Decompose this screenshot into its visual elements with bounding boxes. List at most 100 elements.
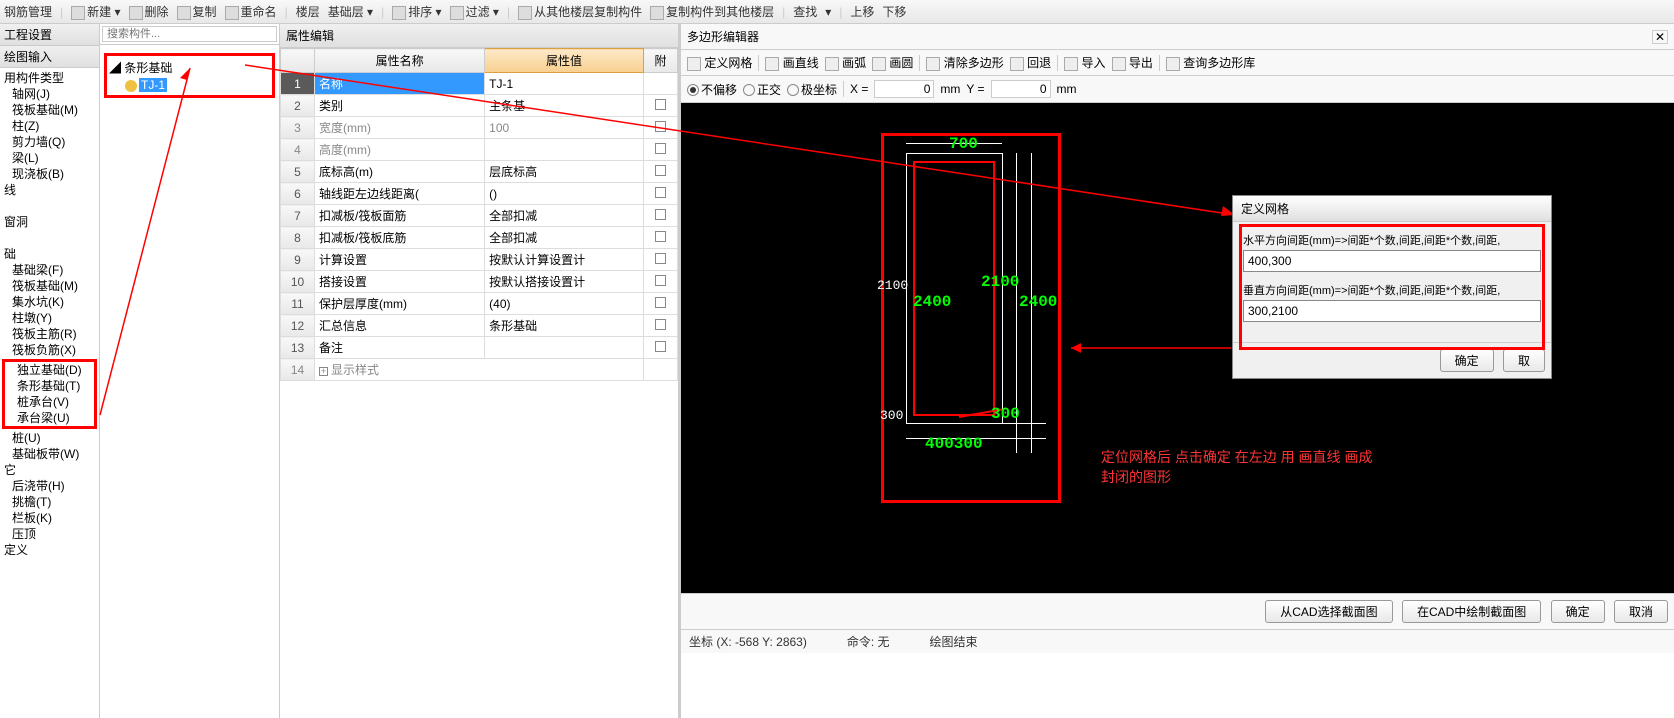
checkbox-icon[interactable] bbox=[655, 165, 666, 176]
tree-group[interactable]: 线 bbox=[2, 182, 97, 198]
rename-btn[interactable]: 重命名 bbox=[225, 3, 277, 20]
tree-item[interactable]: 现浇板(B) bbox=[2, 166, 97, 182]
down-btn[interactable]: 下移 bbox=[882, 3, 906, 20]
proj-settings-header[interactable]: 工程设置 bbox=[0, 24, 99, 46]
tree-item[interactable]: 筏板主筋(R) bbox=[2, 326, 97, 342]
prop-value[interactable]: 条形基础 bbox=[485, 315, 644, 337]
tree-item[interactable]: 压顶 bbox=[2, 526, 97, 542]
checkbox-icon[interactable] bbox=[655, 99, 666, 110]
table-row[interactable]: 9 计算设置 按默认计算设置计 bbox=[281, 249, 678, 271]
ok-button[interactable]: 确定 bbox=[1551, 600, 1605, 623]
prop-attach[interactable] bbox=[643, 161, 677, 183]
prop-attach[interactable] bbox=[643, 73, 677, 95]
delete-btn[interactable]: 删除 bbox=[129, 3, 169, 20]
prop-value[interactable]: 按默认搭接设置计 bbox=[485, 271, 644, 293]
export-btn[interactable]: 导出 bbox=[1112, 54, 1153, 71]
checkbox-icon[interactable] bbox=[655, 297, 666, 308]
prop-value[interactable]: (40) bbox=[485, 293, 644, 315]
table-row[interactable]: 4 高度(mm) bbox=[281, 139, 678, 161]
table-row[interactable]: 11 保护层厚度(mm) (40) bbox=[281, 293, 678, 315]
tree-group[interactable]: 础 bbox=[2, 246, 97, 262]
grid-btn[interactable]: 定义网格 bbox=[687, 54, 752, 71]
checkbox-icon[interactable] bbox=[655, 187, 666, 198]
back-btn[interactable]: 回退 bbox=[1010, 54, 1051, 71]
table-row[interactable]: 13 备注 bbox=[281, 337, 678, 359]
clear-btn[interactable]: 清除多边形 bbox=[926, 54, 1003, 71]
table-row[interactable]: 7 扣减板/筏板面筋 全部扣减 bbox=[281, 205, 678, 227]
display-style-row[interactable]: +显示样式 bbox=[315, 359, 644, 381]
dialog-ok-button[interactable]: 确定 bbox=[1440, 349, 1494, 372]
sort-btn[interactable]: 排序 ▾ bbox=[392, 3, 441, 20]
prop-value[interactable]: 全部扣减 bbox=[485, 205, 644, 227]
prop-value[interactable]: 层底标高 bbox=[485, 161, 644, 183]
tree-item[interactable]: 桩承台(V) bbox=[7, 394, 92, 410]
expand-icon[interactable]: + bbox=[319, 367, 328, 376]
circle-btn[interactable]: 画圆 bbox=[872, 54, 913, 71]
tree-item[interactable]: 栏板(K) bbox=[2, 510, 97, 526]
tree-item[interactable]: 柱墩(Y) bbox=[2, 310, 97, 326]
close-icon[interactable]: ✕ bbox=[1652, 30, 1668, 44]
prop-value[interactable]: 全部扣减 bbox=[485, 227, 644, 249]
tree-item[interactable]: 柱(Z) bbox=[2, 118, 97, 134]
table-row[interactable]: 12 汇总信息 条形基础 bbox=[281, 315, 678, 337]
cad-select-button[interactable]: 从CAD选择截面图 bbox=[1265, 600, 1392, 623]
tree-leaf[interactable]: TJ-1 bbox=[109, 77, 270, 93]
prop-value[interactable] bbox=[485, 139, 644, 161]
cancel-button[interactable]: 取消 bbox=[1614, 600, 1668, 623]
copy-from-btn[interactable]: 从其他楼层复制构件 bbox=[518, 3, 642, 20]
import-btn[interactable]: 导入 bbox=[1064, 54, 1105, 71]
floor-select[interactable]: 基础层 ▾ bbox=[328, 3, 373, 20]
draw-input-header[interactable]: 绘图输入 bbox=[0, 46, 99, 68]
prop-attach[interactable] bbox=[643, 95, 677, 117]
find-btn[interactable]: 查找 bbox=[793, 3, 817, 20]
prop-value[interactable]: 按默认计算设置计 bbox=[485, 249, 644, 271]
checkbox-icon[interactable] bbox=[655, 253, 666, 264]
cad-draw-button[interactable]: 在CAD中绘制截面图 bbox=[1402, 600, 1541, 623]
tree-group[interactable]: 用构件类型 bbox=[2, 70, 97, 86]
tree-item[interactable]: 后浇带(H) bbox=[2, 478, 97, 494]
checkbox-icon[interactable] bbox=[655, 143, 666, 154]
dialog-cancel-button[interactable]: 取 bbox=[1503, 349, 1545, 372]
tree-item[interactable]: 梁(L) bbox=[2, 150, 97, 166]
prop-value[interactable]: TJ-1 bbox=[485, 73, 644, 95]
prop-attach[interactable] bbox=[643, 293, 677, 315]
rebar-mgmt-btn[interactable]: 钢筋管理 bbox=[4, 3, 52, 20]
copy-to-btn[interactable]: 复制构件到其他楼层 bbox=[650, 3, 774, 20]
h-spacing-input[interactable] bbox=[1243, 250, 1541, 272]
prop-attach[interactable] bbox=[643, 337, 677, 359]
prop-attach[interactable] bbox=[643, 249, 677, 271]
search-input[interactable] bbox=[102, 26, 277, 42]
tree-item[interactable]: 承台梁(U) bbox=[7, 410, 92, 426]
search-lib-btn[interactable]: 查询多边形库 bbox=[1166, 54, 1255, 71]
checkbox-icon[interactable] bbox=[655, 231, 666, 242]
table-row[interactable]: 8 扣减板/筏板底筋 全部扣减 bbox=[281, 227, 678, 249]
x-input[interactable] bbox=[874, 80, 934, 98]
prop-attach[interactable] bbox=[643, 315, 677, 337]
prop-value[interactable]: () bbox=[485, 183, 644, 205]
radio-polar[interactable]: 极坐标 bbox=[787, 81, 837, 98]
prop-attach[interactable] bbox=[643, 183, 677, 205]
tree-group[interactable]: 窗洞 bbox=[2, 214, 97, 230]
prop-value[interactable]: 主条基 bbox=[485, 95, 644, 117]
checkbox-icon[interactable] bbox=[655, 319, 666, 330]
radio-ortho[interactable]: 正交 bbox=[743, 81, 781, 98]
table-row[interactable]: 1 名称 TJ-1 bbox=[281, 73, 678, 95]
table-row[interactable]: 2 类别 主条基 bbox=[281, 95, 678, 117]
tree-group[interactable]: 定义 bbox=[2, 542, 97, 558]
tree-item[interactable]: 独立基础(D) bbox=[7, 362, 92, 378]
checkbox-icon[interactable] bbox=[655, 209, 666, 220]
tree-item[interactable]: 基础板带(W) bbox=[2, 446, 97, 462]
tree-item[interactable]: 筏板基础(M) bbox=[2, 102, 97, 118]
tree-item[interactable]: 筏板基础(M) bbox=[2, 278, 97, 294]
tree-item[interactable]: 筏板负筋(X) bbox=[2, 342, 97, 358]
prop-value[interactable]: 100 bbox=[485, 117, 644, 139]
prop-value[interactable] bbox=[485, 337, 644, 359]
prop-attach[interactable] bbox=[643, 227, 677, 249]
tree-item[interactable]: 轴网(J) bbox=[2, 86, 97, 102]
arc-btn[interactable]: 画弧 bbox=[825, 54, 866, 71]
table-row[interactable]: 3 宽度(mm) 100 bbox=[281, 117, 678, 139]
tree-item[interactable]: 桩(U) bbox=[2, 430, 97, 446]
table-row[interactable]: 10 搭接设置 按默认搭接设置计 bbox=[281, 271, 678, 293]
tree-item[interactable]: 挑檐(T) bbox=[2, 494, 97, 510]
prop-attach[interactable] bbox=[643, 205, 677, 227]
